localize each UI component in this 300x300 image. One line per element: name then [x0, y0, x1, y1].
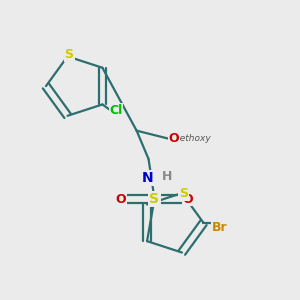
Text: O: O [182, 193, 193, 206]
Text: O: O [169, 132, 179, 145]
Text: S: S [64, 48, 74, 62]
Text: Cl: Cl [110, 104, 123, 117]
Text: H: H [162, 170, 172, 183]
Text: S: S [149, 192, 160, 206]
Text: Br: Br [212, 221, 228, 234]
Text: N: N [142, 171, 154, 185]
Text: O: O [116, 193, 127, 206]
Text: methoxy: methoxy [172, 134, 212, 142]
Text: S: S [179, 187, 188, 200]
